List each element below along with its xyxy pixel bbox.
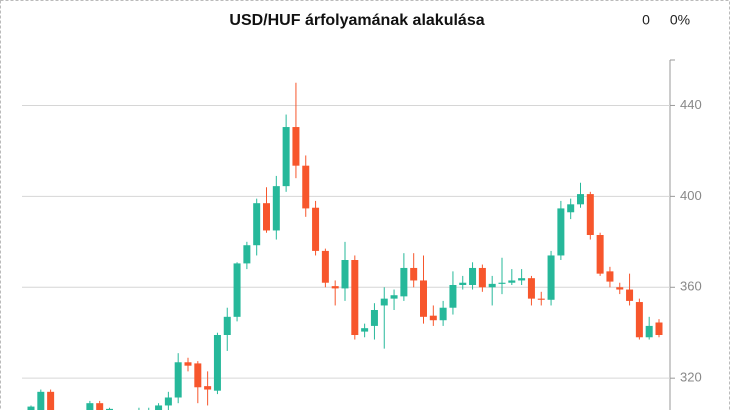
candle-body	[164, 397, 172, 406]
candle-body	[606, 271, 614, 282]
candle-body	[233, 263, 241, 317]
candle-body	[194, 363, 202, 388]
candle-body	[547, 255, 555, 300]
candle-body	[488, 283, 496, 288]
candle-body	[272, 186, 280, 231]
candle-body	[635, 302, 643, 338]
change-percent: 0%	[670, 12, 690, 28]
candle-body	[253, 203, 261, 246]
candle-body	[498, 282, 506, 284]
candle-body	[616, 287, 624, 290]
candle-body	[361, 328, 369, 332]
candle-body	[204, 386, 212, 390]
candle-body	[577, 194, 584, 205]
candle-body	[213, 335, 221, 391]
y-tick-label: 440	[680, 97, 702, 112]
candle-body	[586, 194, 594, 235]
y-tick-label: 400	[680, 188, 702, 203]
candle-body	[302, 165, 310, 209]
candle-body	[518, 278, 526, 281]
candle-body	[410, 267, 418, 281]
candle-body	[184, 362, 192, 366]
candle-body	[420, 280, 427, 317]
candle-body	[469, 267, 477, 285]
candle-body	[47, 391, 55, 410]
candle-body	[370, 310, 378, 326]
candle-body	[155, 405, 163, 410]
candle-body	[321, 250, 329, 283]
candle-body	[527, 278, 535, 299]
y-tick-label: 320	[680, 370, 702, 385]
candle-body	[263, 203, 270, 231]
candle-body	[341, 260, 349, 289]
candle-body	[537, 298, 545, 300]
candle-body	[645, 325, 653, 338]
candle-body	[596, 235, 604, 274]
candle-body	[27, 406, 35, 410]
candle-body	[292, 127, 300, 166]
candle-body	[439, 307, 447, 321]
candle-body	[626, 289, 634, 301]
candle-body	[390, 295, 398, 299]
candle-body	[449, 285, 457, 308]
chart-title: USD/HUF árfolyamának alakulása	[229, 12, 484, 29]
candle-body	[508, 280, 516, 283]
candle-body	[174, 362, 182, 398]
candle-body	[400, 267, 408, 297]
candle-body	[567, 204, 575, 213]
candles	[27, 82, 663, 410]
candle-body	[459, 282, 467, 285]
y-tick-label: 360	[680, 279, 702, 294]
change: 0	[642, 12, 650, 28]
candle-body	[557, 208, 565, 256]
candle-body	[37, 391, 45, 410]
candle-body	[106, 408, 113, 410]
candle-body	[243, 245, 251, 264]
candle-body	[351, 260, 359, 335]
candle-body	[223, 316, 231, 335]
candle-body	[478, 267, 486, 288]
candle-body	[86, 403, 94, 410]
candle-body	[96, 403, 104, 410]
candle-body	[282, 127, 290, 187]
candle-body	[655, 322, 663, 335]
candle-body	[312, 207, 320, 251]
candle-body	[331, 286, 339, 289]
candle-body	[380, 298, 388, 306]
candle-body	[429, 315, 437, 321]
